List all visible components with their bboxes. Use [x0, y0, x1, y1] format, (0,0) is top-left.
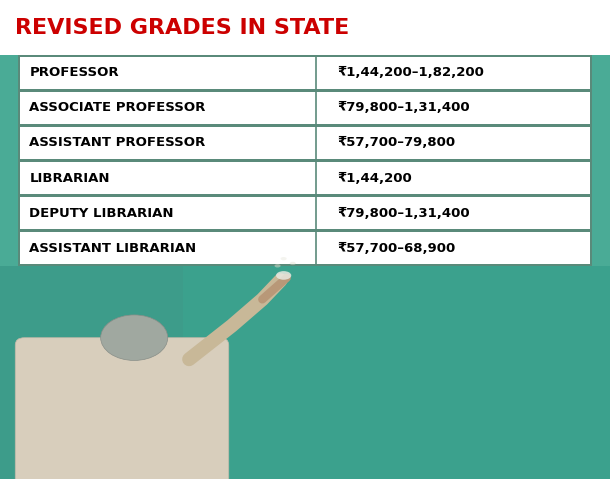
Bar — [20, 162, 590, 194]
Ellipse shape — [281, 257, 287, 261]
Text: ASSOCIATE PROFESSOR: ASSOCIATE PROFESSOR — [29, 101, 206, 114]
Text: ₹79,800–1,31,400: ₹79,800–1,31,400 — [338, 206, 470, 220]
Ellipse shape — [276, 271, 292, 280]
Text: ₹1,44,200: ₹1,44,200 — [338, 171, 412, 184]
Bar — [20, 127, 590, 159]
Text: ₹57,700–68,900: ₹57,700–68,900 — [338, 242, 456, 255]
Text: LIBRARIAN: LIBRARIAN — [29, 171, 110, 184]
Text: ASSISTANT PROFESSOR: ASSISTANT PROFESSOR — [29, 137, 206, 149]
Ellipse shape — [290, 262, 296, 265]
FancyBboxPatch shape — [15, 338, 229, 479]
Bar — [20, 91, 590, 124]
Bar — [18, 55, 592, 266]
Text: ₹1,44,200–1,82,200: ₹1,44,200–1,82,200 — [338, 66, 485, 79]
Bar — [183, 266, 610, 479]
Text: ₹79,800–1,31,400: ₹79,800–1,31,400 — [338, 101, 470, 114]
Bar — [20, 197, 590, 229]
Bar — [20, 232, 590, 264]
Text: ₹57,700–79,800: ₹57,700–79,800 — [338, 137, 456, 149]
Bar — [20, 57, 590, 89]
Ellipse shape — [274, 264, 281, 267]
Bar — [0, 0, 610, 55]
Ellipse shape — [101, 315, 168, 361]
Text: DEPUTY LIBRARIAN: DEPUTY LIBRARIAN — [29, 206, 174, 220]
Bar — [0, 266, 610, 479]
Text: ASSISTANT LIBRARIAN: ASSISTANT LIBRARIAN — [29, 242, 196, 255]
Text: PROFESSOR: PROFESSOR — [29, 66, 119, 79]
Text: REVISED GRADES IN STATE: REVISED GRADES IN STATE — [15, 18, 350, 37]
